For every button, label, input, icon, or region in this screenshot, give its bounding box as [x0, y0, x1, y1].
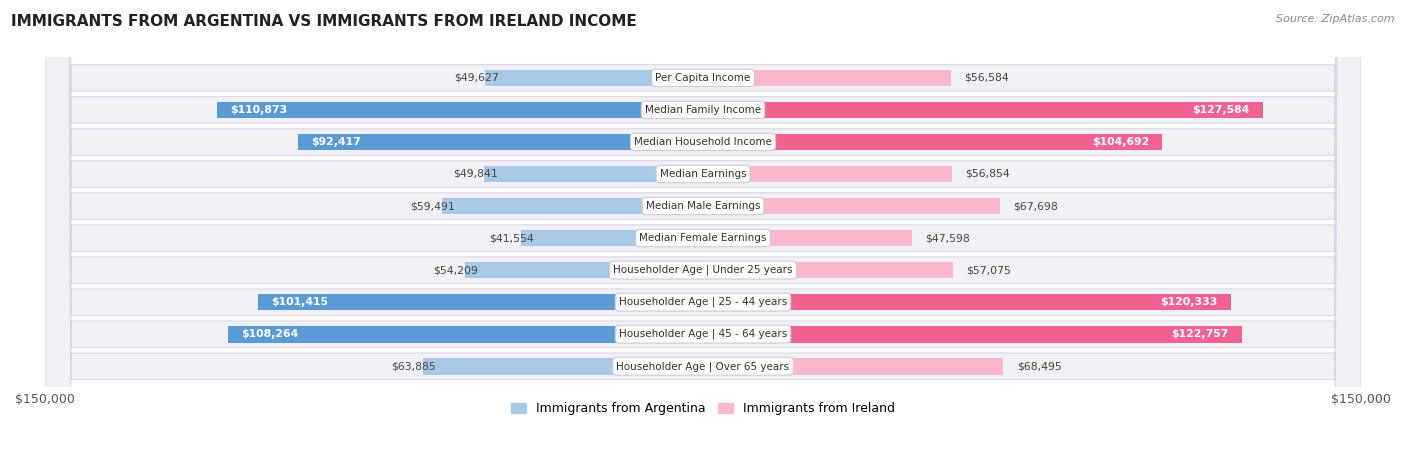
FancyBboxPatch shape: [45, 0, 1361, 467]
Bar: [703, 262, 953, 278]
Text: $63,885: $63,885: [391, 361, 436, 371]
FancyBboxPatch shape: [45, 0, 1361, 467]
Bar: [520, 230, 703, 247]
Bar: [485, 70, 703, 86]
Text: $120,333: $120,333: [1160, 297, 1218, 307]
Text: Householder Age | 25 - 44 years: Householder Age | 25 - 44 years: [619, 297, 787, 307]
Bar: [703, 198, 1000, 214]
Text: Median Earnings: Median Earnings: [659, 169, 747, 179]
Text: Householder Age | Under 25 years: Householder Age | Under 25 years: [613, 265, 793, 276]
Legend: Immigrants from Argentina, Immigrants from Ireland: Immigrants from Argentina, Immigrants fr…: [506, 397, 900, 420]
Text: $110,873: $110,873: [229, 105, 287, 115]
Text: $56,854: $56,854: [966, 169, 1011, 179]
Text: $47,598: $47,598: [925, 233, 970, 243]
Text: $67,698: $67,698: [1014, 201, 1057, 211]
Text: Householder Age | 45 - 64 years: Householder Age | 45 - 64 years: [619, 329, 787, 340]
FancyBboxPatch shape: [45, 0, 1361, 467]
FancyBboxPatch shape: [45, 0, 1361, 467]
Text: Median Household Income: Median Household Income: [634, 137, 772, 147]
Bar: [703, 70, 952, 86]
Bar: [228, 326, 703, 342]
Text: $127,584: $127,584: [1192, 105, 1250, 115]
Text: $104,692: $104,692: [1092, 137, 1149, 147]
Text: Median Male Earnings: Median Male Earnings: [645, 201, 761, 211]
Text: $101,415: $101,415: [271, 297, 328, 307]
Text: Median Female Earnings: Median Female Earnings: [640, 233, 766, 243]
Text: Per Capita Income: Per Capita Income: [655, 73, 751, 83]
Text: $54,209: $54,209: [433, 265, 478, 275]
FancyBboxPatch shape: [45, 0, 1361, 467]
Text: $57,075: $57,075: [966, 265, 1011, 275]
Bar: [217, 101, 703, 118]
Bar: [441, 198, 703, 214]
Bar: [703, 166, 952, 182]
FancyBboxPatch shape: [45, 0, 1361, 467]
Bar: [703, 326, 1241, 342]
FancyBboxPatch shape: [45, 0, 1361, 467]
Bar: [259, 294, 703, 311]
Text: Median Family Income: Median Family Income: [645, 105, 761, 115]
Text: $108,264: $108,264: [242, 329, 298, 339]
Bar: [703, 294, 1230, 311]
Text: $92,417: $92,417: [311, 137, 360, 147]
Bar: [703, 230, 912, 247]
Text: Source: ZipAtlas.com: Source: ZipAtlas.com: [1277, 14, 1395, 24]
Bar: [703, 134, 1163, 150]
Bar: [298, 134, 703, 150]
Text: Householder Age | Over 65 years: Householder Age | Over 65 years: [616, 361, 790, 372]
Bar: [484, 166, 703, 182]
Bar: [703, 358, 1004, 375]
Bar: [703, 101, 1263, 118]
Text: $59,491: $59,491: [411, 201, 456, 211]
Bar: [423, 358, 703, 375]
FancyBboxPatch shape: [45, 0, 1361, 467]
Text: $122,757: $122,757: [1171, 329, 1229, 339]
FancyBboxPatch shape: [45, 0, 1361, 467]
Text: $49,841: $49,841: [453, 169, 498, 179]
Text: IMMIGRANTS FROM ARGENTINA VS IMMIGRANTS FROM IRELAND INCOME: IMMIGRANTS FROM ARGENTINA VS IMMIGRANTS …: [11, 14, 637, 29]
Text: $49,627: $49,627: [454, 73, 499, 83]
Bar: [465, 262, 703, 278]
Text: $68,495: $68,495: [1017, 361, 1062, 371]
FancyBboxPatch shape: [45, 0, 1361, 467]
Text: $41,554: $41,554: [489, 233, 534, 243]
Text: $56,584: $56,584: [965, 73, 1010, 83]
